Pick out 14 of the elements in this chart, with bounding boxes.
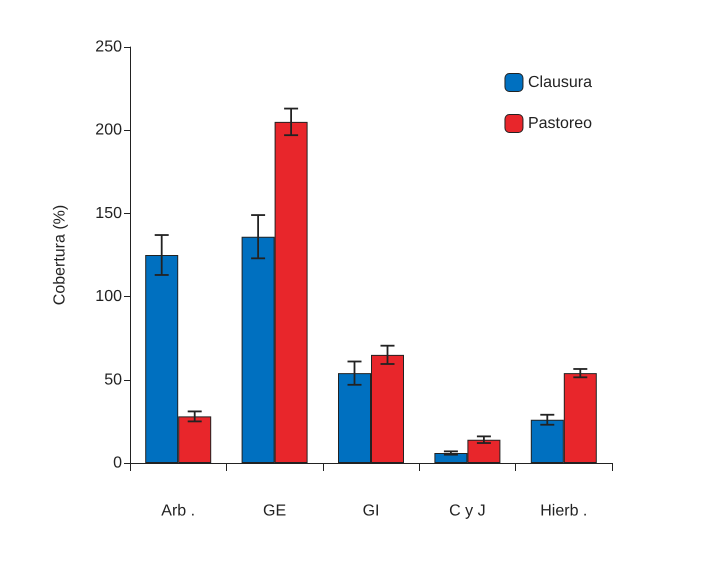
legend-label: Clausura — [528, 74, 592, 91]
y-tick-label: 250 — [95, 38, 122, 56]
x-tick-label: Hierb . — [540, 502, 588, 520]
x-tick-label: C y J — [449, 502, 486, 520]
y-tick-label: 50 — [104, 371, 122, 388]
legend-label: Pastoreo — [528, 115, 592, 132]
y-tick-label: 150 — [95, 204, 122, 222]
x-tick-label: Arb . — [161, 502, 196, 520]
y-tick-label: 0 — [113, 454, 122, 472]
y-axis-title: Cobertura (%) — [52, 204, 68, 306]
x-tick-label: GI — [362, 502, 380, 520]
y-tick-label: 200 — [95, 122, 122, 139]
y-tick-label: 100 — [95, 288, 122, 306]
x-tick-label: GE — [263, 502, 286, 520]
